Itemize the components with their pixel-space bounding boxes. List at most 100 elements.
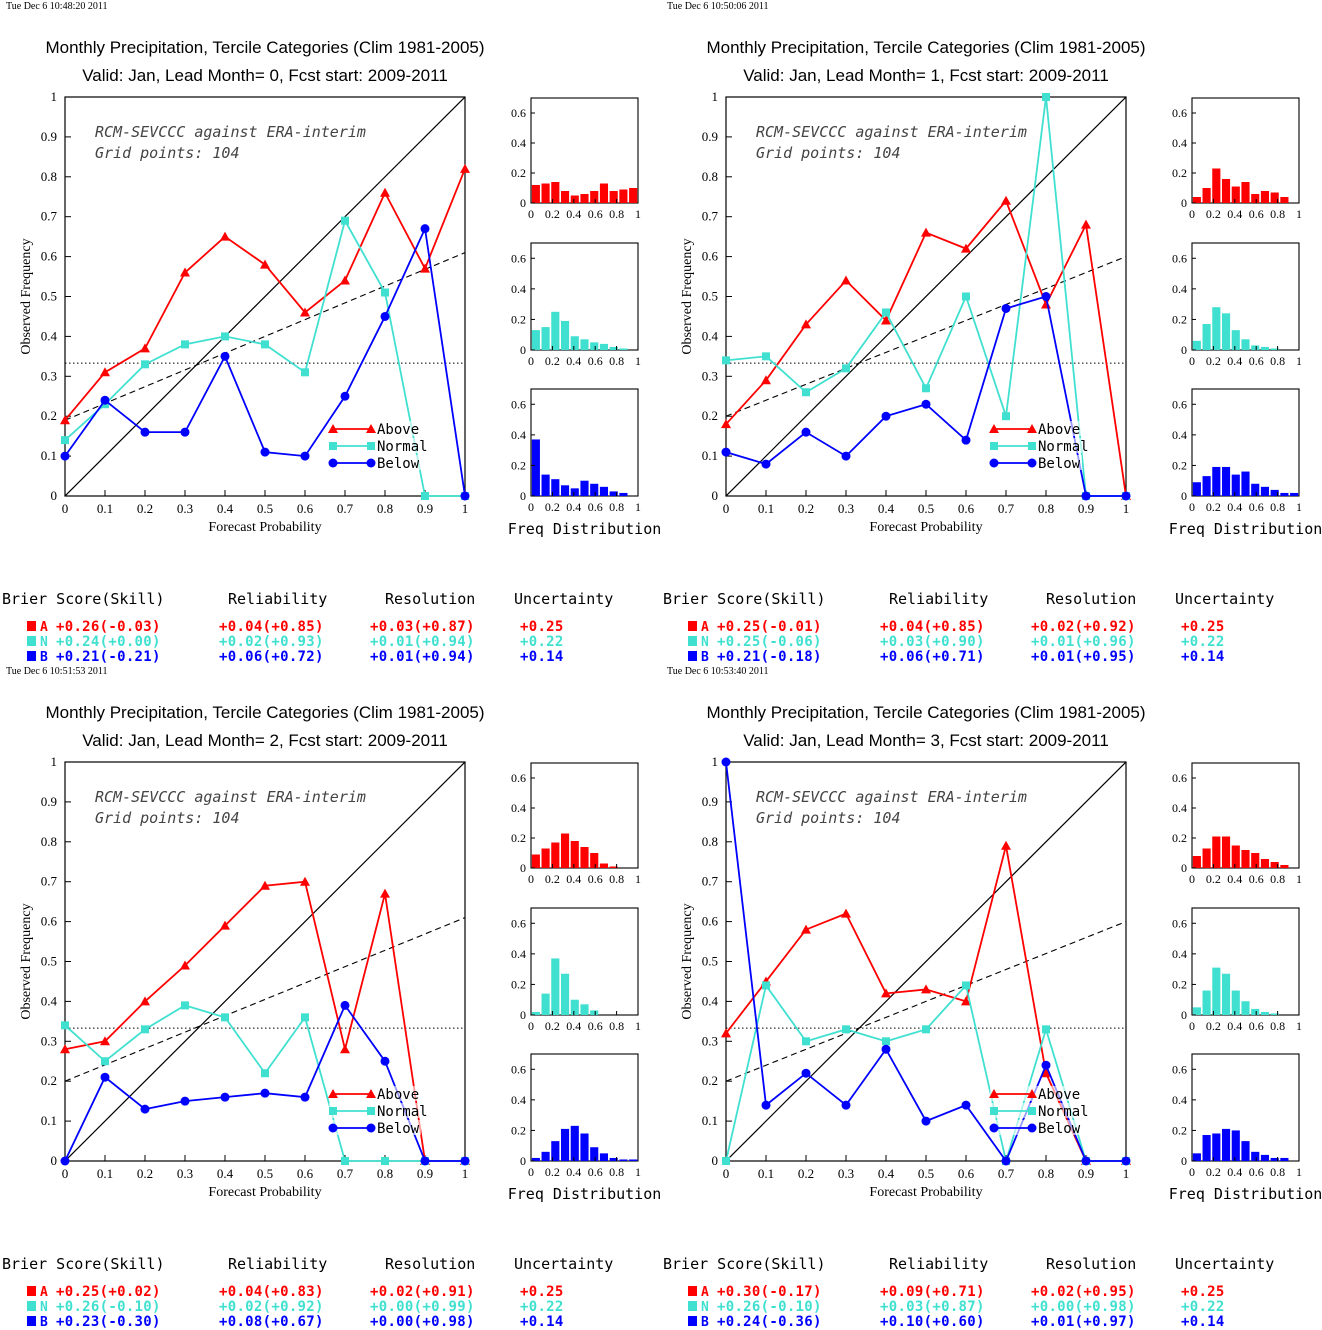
histogram-bar [1260,191,1270,203]
hist-x-tick-label: 0.8 [609,1165,624,1179]
hist-y-tick-label: 0.6 [1172,251,1187,265]
histogram-bar [1231,330,1240,350]
chart-subtitle: Valid: Jan, Lead Month= 0, Fcst start: 2… [82,66,448,85]
histogram-bar [1280,492,1289,496]
score-value: +0.26(-0.03) [56,619,161,635]
point-normal [922,1025,930,1034]
point-normal [722,1157,730,1165]
point-normal [181,1001,189,1010]
point-above [260,880,270,890]
point-below [420,1156,430,1166]
hist-y-tick-label: 0.6 [511,106,526,120]
histogram-bar [1202,990,1211,1015]
histogram-bar [1212,168,1221,203]
hist-x-tick-label: 0.4 [566,1165,581,1179]
annotation-gridpoints: Grid points: 104 [756,144,901,162]
y-tick-label: 0.8 [41,169,57,184]
x-tick-label: 0.2 [137,1166,153,1181]
histogram-bar [580,847,589,868]
hist-y-tick-label: 0.6 [511,251,526,265]
annotation-source: RCM-SEVCCC against ERA-interim [95,788,366,806]
point-below [100,1072,110,1082]
x-tick-label: 0.3 [177,501,193,516]
regression-line [65,252,465,421]
point-above [881,315,891,325]
y-tick-label: 0.9 [702,129,718,144]
score-color-key [27,1286,36,1296]
hist-y-tick-label: 0 [520,1154,526,1168]
point-normal [882,308,890,317]
x-tick-label: 0.5 [257,501,273,516]
point-normal [802,1037,810,1046]
legend-marker [366,424,376,433]
histogram-bar [1270,1013,1279,1015]
histogram-bar [1241,339,1250,350]
legend-entry: Above [1038,1087,1080,1103]
freq-histogram-below: 0 0.2 0.4 0.6 0 0.2 0.4 0.6 0.8 1 [511,1053,641,1179]
point-below [380,1056,390,1066]
hist-y-tick-label: 0.4 [1172,801,1187,815]
point-below [961,435,971,445]
panel-2: Tue Dec 6 10:50:06 2011 Monthly Precipita… [663,1,1322,665]
y-tick-label: 0.2 [702,408,718,423]
score-color-key [688,621,697,631]
x-tick-label: 0.7 [337,1166,354,1181]
point-above [1081,219,1091,229]
hist-x-tick-label: 0 [1189,1165,1195,1179]
histogram-bar [1221,466,1231,496]
score-value: +0.06(+0.71) [880,649,985,665]
x-tick-label: 0.8 [377,1166,393,1181]
series-above [60,163,470,425]
point-below [881,411,891,421]
hist-x-tick-label: 1 [1296,500,1302,514]
score-value: +0.00(+0.99) [370,1299,475,1315]
hist-x-tick-label: 1 [1296,1019,1302,1033]
perfect-reliability-line [726,762,1126,1161]
histogram-bar [560,485,570,496]
histogram-bar [531,854,540,868]
score-value: +0.03(+0.90) [880,634,985,650]
point-below [801,427,811,437]
point-below [100,395,110,405]
x-tick-label: 0.1 [758,501,774,516]
x-tick-label: 0.6 [297,1166,314,1181]
y-tick-label: 0.2 [41,408,57,423]
histogram-bar [1202,476,1211,496]
point-above [961,243,971,253]
hist-x-tick-label: 0.8 [609,207,624,221]
histogram-bar [580,1004,589,1015]
histogram-bar [590,853,599,868]
hist-x-tick-label: 1 [635,354,641,368]
hist-x-tick-label: 0.4 [566,872,581,886]
hist-y-tick-label: 0.2 [1172,458,1187,472]
histogram-bar [1231,1130,1240,1161]
histogram-bar [619,189,628,203]
score-value: +0.14 [520,1314,564,1330]
x-tick-label: 0 [723,501,730,516]
point-normal [61,1021,69,1030]
score-value: +0.04(+0.85) [219,619,324,635]
score-header: Resolution [385,590,475,608]
x-tick-label: 0.8 [377,501,393,516]
histogram-bar [1270,192,1279,203]
histogram-bar [560,1128,570,1161]
timestamp: Tue Dec 6 10:53:40 2011 [667,666,768,677]
chart-title: Monthly Precipitation, Tercile Categorie… [45,703,484,722]
histogram-bar [1290,492,1299,496]
x-tick-label: 0.7 [337,501,354,516]
regression-line [65,917,465,1082]
histogram-bar [590,1010,599,1015]
y-tick-label: 0.3 [702,1033,718,1048]
legend-marker [328,1123,338,1133]
point-above [1001,840,1011,850]
hist-y-tick-label: 0.6 [1172,771,1187,785]
score-color-key [688,1286,697,1296]
x-tick-label: 1 [1123,501,1130,516]
point-above [60,1044,70,1054]
score-header: Resolution [1046,1255,1136,1273]
y-axis-label: Observed Frequency [19,238,34,354]
score-category-letter: B [701,650,709,665]
y-tick-label: 0.5 [41,954,57,969]
freq-histogram-above: 0 0.2 0.4 0.6 0 0.2 0.4 0.6 0.8 1 [511,762,641,886]
annotation-source: RCM-SEVCCC against ERA-interim [756,123,1027,141]
